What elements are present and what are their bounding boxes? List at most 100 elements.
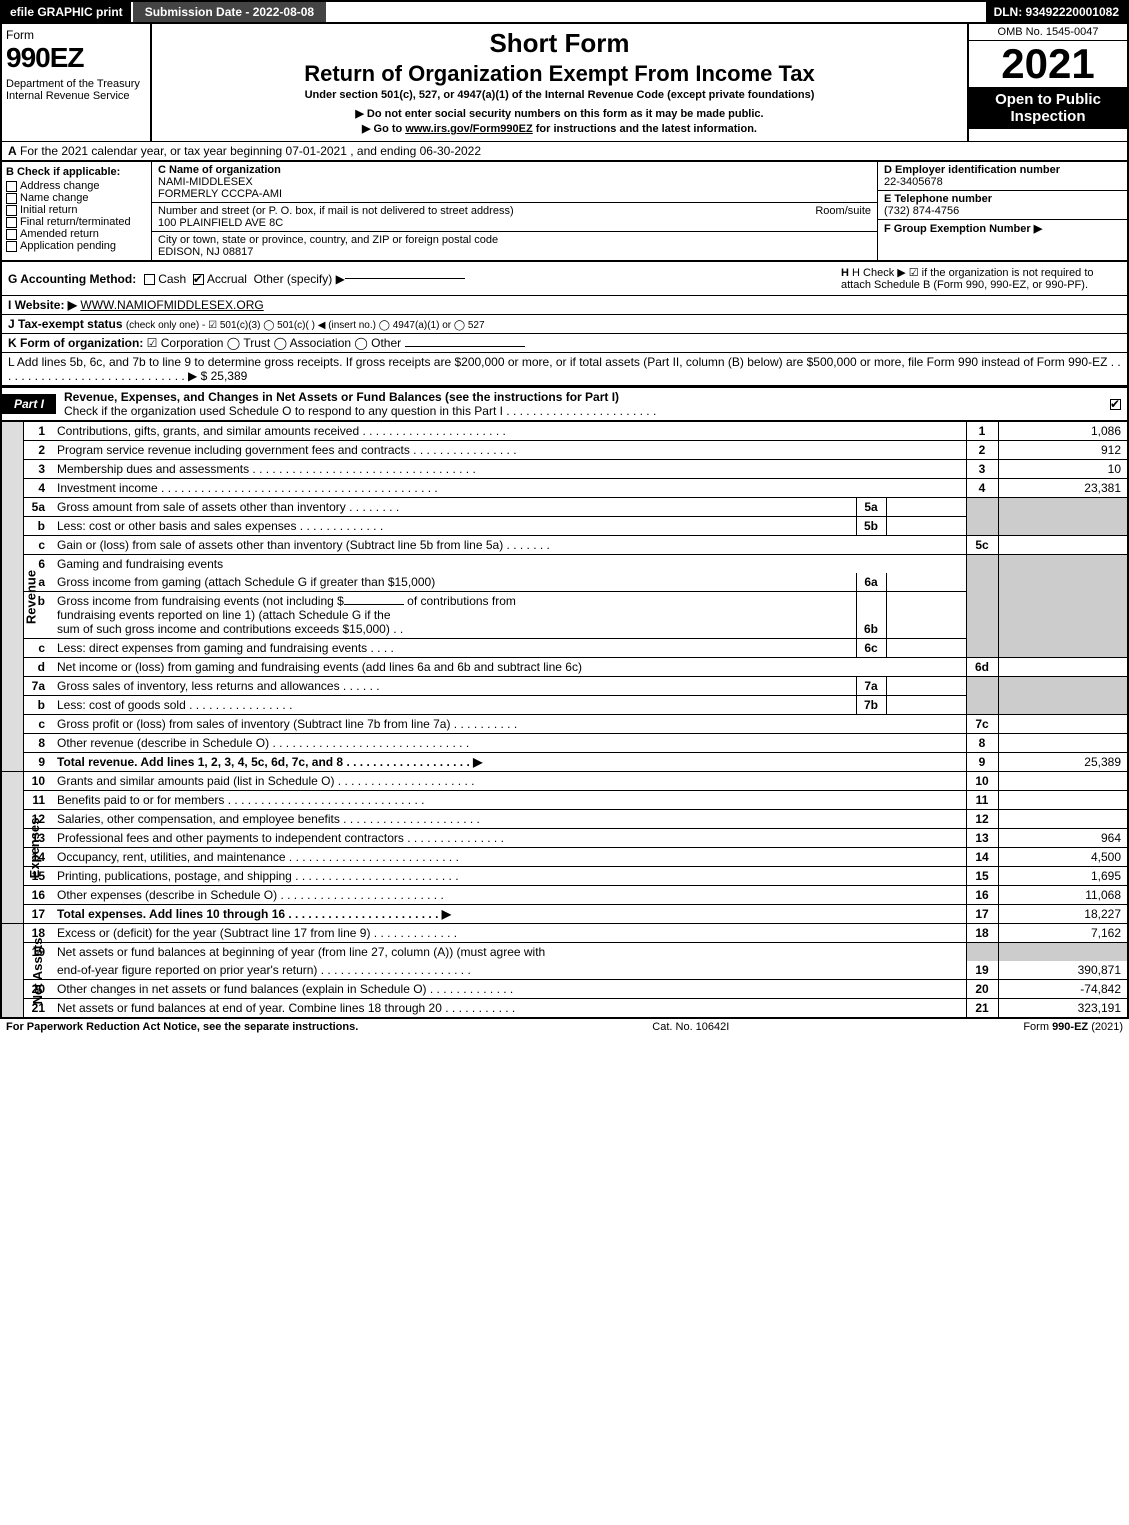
org-name-row: C Name of organization NAMI-MIDDLESEX FO… bbox=[152, 162, 877, 203]
sl-7b: 7b bbox=[856, 696, 886, 715]
nb-16: 16 bbox=[966, 886, 998, 905]
nb-7a-shade bbox=[966, 677, 998, 696]
val-17: 18,227 bbox=[998, 905, 1128, 924]
dln-label: DLN: 93492220001082 bbox=[986, 2, 1127, 22]
sv-6c bbox=[886, 639, 966, 658]
ein-label: D Employer identification number bbox=[884, 164, 1121, 176]
part-1-table: Revenue 1 Contributions, gifts, grants, … bbox=[0, 422, 1129, 1018]
desc-21: Net assets or fund balances at end of ye… bbox=[53, 999, 966, 1018]
row-g-accounting: G Accounting Method: Cash Accrual Other … bbox=[0, 261, 1129, 295]
g-accrual[interactable]: Accrual bbox=[193, 272, 247, 286]
desc-15: Printing, publications, postage, and shi… bbox=[53, 867, 966, 886]
desc-4: Investment income . . . . . . . . . . . … bbox=[53, 479, 966, 498]
val-20: -74,842 bbox=[998, 980, 1128, 999]
sv-5b bbox=[886, 517, 966, 536]
room-label: Room/suite bbox=[815, 205, 871, 217]
nb-7b-shade bbox=[966, 696, 998, 715]
chk-pending[interactable]: Application pending bbox=[6, 240, 147, 252]
desc-1: Contributions, gifts, grants, and simila… bbox=[53, 422, 966, 441]
h-text: H Check ▶ ☑ if the organization is not r… bbox=[841, 267, 1094, 291]
return-title: Return of Organization Exempt From Incom… bbox=[158, 61, 961, 87]
ln-11: 11 bbox=[23, 791, 53, 810]
chk-address-change[interactable]: Address change bbox=[6, 180, 147, 192]
top-bar: efile GRAPHIC print Submission Date - 20… bbox=[0, 0, 1129, 24]
part-1-check[interactable] bbox=[1107, 397, 1127, 411]
val-4: 23,381 bbox=[998, 479, 1128, 498]
nb-21: 21 bbox=[966, 999, 998, 1018]
desc-3: Membership dues and assessments . . . . … bbox=[53, 460, 966, 479]
desc-6: Gaming and fundraising events bbox=[53, 555, 966, 574]
nb-6d: 6d bbox=[966, 658, 998, 677]
ln-6d: d bbox=[23, 658, 53, 677]
goto-pre: ▶ Go to bbox=[362, 123, 405, 135]
nb-19-shade bbox=[966, 943, 998, 962]
chk-final-return[interactable]: Final return/terminated bbox=[6, 216, 147, 228]
efile-print-label[interactable]: efile GRAPHIC print bbox=[2, 2, 131, 22]
ln-7b: b bbox=[23, 696, 53, 715]
ln-9: 9 bbox=[23, 753, 53, 772]
chk-name-change[interactable]: Name change bbox=[6, 192, 147, 204]
city-value: EDISON, NJ 08817 bbox=[158, 246, 871, 258]
g-other[interactable]: Other (specify) ▶ bbox=[254, 272, 345, 286]
j-label: J Tax-exempt status bbox=[8, 317, 123, 331]
k-other-input[interactable] bbox=[405, 346, 525, 347]
row-j-tax-status: J Tax-exempt status (check only one) - ☑… bbox=[0, 314, 1129, 333]
chk-initial-return[interactable]: Initial return bbox=[6, 204, 147, 216]
expenses-sidelabel: Expenses bbox=[1, 772, 23, 924]
val-2: 912 bbox=[998, 441, 1128, 460]
form-title-block: Short Form Return of Organization Exempt… bbox=[152, 24, 967, 141]
row-a-prefix: A bbox=[8, 144, 17, 158]
nb-7c: 7c bbox=[966, 715, 998, 734]
val-13: 964 bbox=[998, 829, 1128, 848]
topbar-spacer bbox=[326, 2, 985, 22]
sl-7a: 7a bbox=[856, 677, 886, 696]
val-19-shade bbox=[998, 943, 1128, 962]
g-label: G Accounting Method: bbox=[8, 272, 136, 286]
desc-7b: Less: cost of goods sold . . . . . . . .… bbox=[53, 696, 856, 715]
chk-amended[interactable]: Amended return bbox=[6, 228, 147, 240]
ein-value: 22-3405678 bbox=[884, 176, 1121, 188]
form-number: 990EZ bbox=[6, 42, 146, 74]
nb-12: 12 bbox=[966, 810, 998, 829]
desc-2: Program service revenue including govern… bbox=[53, 441, 966, 460]
ln-6c: c bbox=[23, 639, 53, 658]
desc-7a: Gross sales of inventory, less returns a… bbox=[53, 677, 856, 696]
g-other-input[interactable] bbox=[345, 278, 465, 279]
nb-11: 11 bbox=[966, 791, 998, 810]
org-formerly: FORMERLY CCCPA-AMI bbox=[158, 188, 871, 200]
irs-link[interactable]: www.irs.gov/Form990EZ bbox=[405, 123, 532, 135]
g-cash[interactable]: Cash bbox=[144, 272, 186, 286]
short-form-title: Short Form bbox=[158, 28, 961, 59]
omb-number: OMB No. 1545-0047 bbox=[969, 24, 1127, 41]
group-exempt-row: F Group Exemption Number ▶ bbox=[878, 220, 1127, 237]
row-k-org-form: K Form of organization: ☑ Corporation ◯ … bbox=[0, 333, 1129, 352]
nb-1: 1 bbox=[966, 422, 998, 441]
val-5a-shade bbox=[998, 498, 1128, 517]
page-footer: For Paperwork Reduction Act Notice, see … bbox=[0, 1018, 1129, 1035]
website-link[interactable]: WWW.NAMIOFMIDDLESEX.ORG bbox=[80, 298, 263, 312]
col-b-label: B Check if applicable: bbox=[6, 166, 147, 178]
val-6-shade bbox=[998, 555, 1128, 574]
val-21: 323,191 bbox=[998, 999, 1128, 1018]
form-meta-block: OMB No. 1545-0047 2021 Open to Public In… bbox=[967, 24, 1127, 141]
desc-14: Occupancy, rent, utilities, and maintena… bbox=[53, 848, 966, 867]
sv-6b bbox=[886, 592, 966, 639]
street-value: 100 PLAINFIELD AVE 8C bbox=[158, 217, 871, 229]
val-19: 390,871 bbox=[998, 961, 1128, 980]
group-exempt-label: F Group Exemption Number ▶ bbox=[884, 222, 1121, 235]
desc-18: Excess or (deficit) for the year (Subtra… bbox=[53, 924, 966, 943]
nb-5a-shade bbox=[966, 498, 998, 517]
ein-row: D Employer identification number 22-3405… bbox=[878, 162, 1127, 191]
val-10 bbox=[998, 772, 1128, 791]
sl-5a: 5a bbox=[856, 498, 886, 517]
val-6a-shade bbox=[998, 573, 1128, 592]
form-word: Form bbox=[6, 28, 146, 42]
nb-8: 8 bbox=[966, 734, 998, 753]
part-1-title: Revenue, Expenses, and Changes in Net As… bbox=[56, 388, 1107, 420]
ln-5b: b bbox=[23, 517, 53, 536]
ln-5a: 5a bbox=[23, 498, 53, 517]
desc-6b: Gross income from fundraising events (no… bbox=[53, 592, 856, 639]
nb-15: 15 bbox=[966, 867, 998, 886]
val-14: 4,500 bbox=[998, 848, 1128, 867]
nb-9: 9 bbox=[966, 753, 998, 772]
